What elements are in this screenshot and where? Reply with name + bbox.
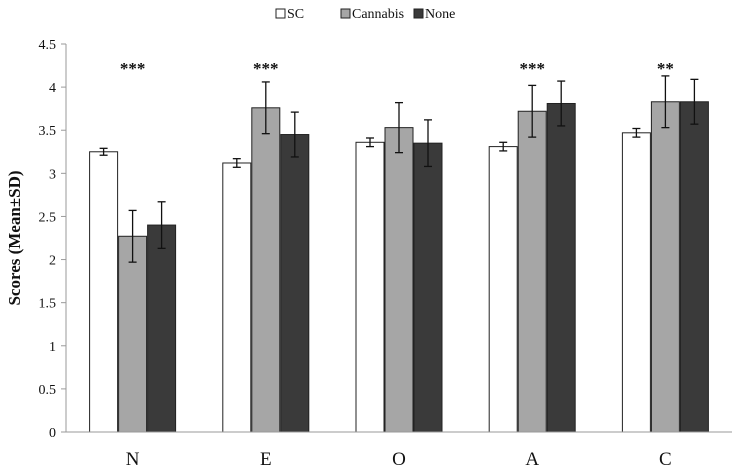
- significance-annotation: ***: [519, 59, 545, 78]
- y-tick-label: 1.5: [39, 297, 57, 312]
- y-tick-label: 3.5: [39, 124, 57, 139]
- bar-none-o: [413, 142, 443, 433]
- bar-sc-n: [89, 151, 119, 433]
- bar-cannabis-n: [118, 235, 148, 433]
- legend-swatch-none: [413, 8, 424, 19]
- y-tick-label: 4: [49, 81, 56, 96]
- significance-annotation: ***: [253, 59, 279, 78]
- bar-sc-a: [488, 146, 518, 433]
- y-tick-label: 3: [49, 167, 56, 182]
- bar-cannabis-c: [650, 101, 680, 433]
- x-category-label: N: [126, 449, 140, 468]
- y-tick-label: 4.5: [39, 38, 57, 53]
- significance-annotation: **: [657, 59, 674, 78]
- bar-cannabis-o: [384, 127, 414, 433]
- y-tick-label: 2.5: [39, 210, 57, 225]
- y-tick-label: 2: [49, 254, 56, 269]
- bar-none-e: [280, 134, 310, 433]
- significance-annotation: ***: [120, 59, 146, 78]
- bar-none-a: [546, 102, 576, 433]
- bar-cannabis-e: [251, 107, 281, 433]
- bar-sc-c: [621, 132, 651, 433]
- bar-cannabis-a: [517, 110, 547, 433]
- legend-swatch-cannabis: [340, 8, 351, 19]
- x-category-label: C: [659, 449, 672, 468]
- x-category-label: O: [392, 449, 406, 468]
- y-axis-title: Scores (Mean±SD): [5, 170, 24, 305]
- x-category-label: A: [525, 449, 539, 468]
- bar-none-n: [147, 224, 177, 433]
- bar-none-c: [679, 101, 709, 433]
- y-tick-label: 0.5: [39, 383, 57, 398]
- legend-swatch-sc: [275, 8, 286, 19]
- y-tick-label: 1: [49, 340, 56, 355]
- legend-label-sc: SC: [287, 7, 304, 22]
- x-category-label: E: [260, 449, 272, 468]
- legend-label-none: None: [425, 7, 455, 22]
- y-tick-label: 0: [49, 426, 56, 441]
- bar-sc-o: [355, 141, 385, 433]
- bar-sc-e: [222, 162, 252, 433]
- legend-label-cannabis: Cannabis: [352, 7, 404, 22]
